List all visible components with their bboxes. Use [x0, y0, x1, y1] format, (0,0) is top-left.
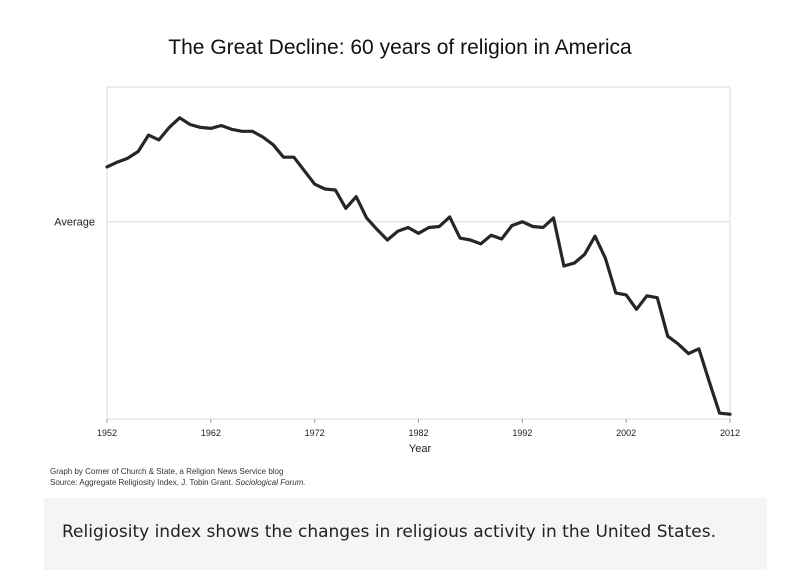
x-tick-label: 1962	[201, 428, 221, 438]
line-chart: Average 1952 1962 1972 1982 1992 2002 2012 Yea…	[54, 86, 740, 455]
caption-box: Religiosity index shows the changes in r…	[44, 498, 767, 570]
x-tick-label: 1982	[408, 428, 428, 438]
chart-title: The Great Decline: 60 years of religion …	[168, 36, 632, 59]
series-line	[105, 116, 732, 416]
plot-frame	[106, 86, 731, 420]
x-tick-label: 2002	[616, 428, 636, 438]
source-text: Source: Aggregate Religiosity Index, J. …	[50, 478, 236, 487]
x-axis-ticks: 1952 1962 1972 1982 1992 2002 2012	[97, 419, 740, 438]
average-label: Average	[54, 217, 95, 229]
x-tick-label: 2012	[720, 428, 740, 438]
source-line: Source: Aggregate Religiosity Index, J. …	[50, 478, 306, 487]
x-axis-label: Year	[409, 443, 432, 455]
x-tick-label: 1992	[512, 428, 532, 438]
source-journal: Sociological Forum.	[235, 478, 306, 487]
credit-line: Graph by Corner of Church & State, a Rel…	[50, 467, 284, 476]
x-tick-label: 1952	[97, 428, 117, 438]
caption-text: Religiosity index shows the changes in r…	[62, 522, 716, 542]
x-tick-label: 1972	[305, 428, 325, 438]
